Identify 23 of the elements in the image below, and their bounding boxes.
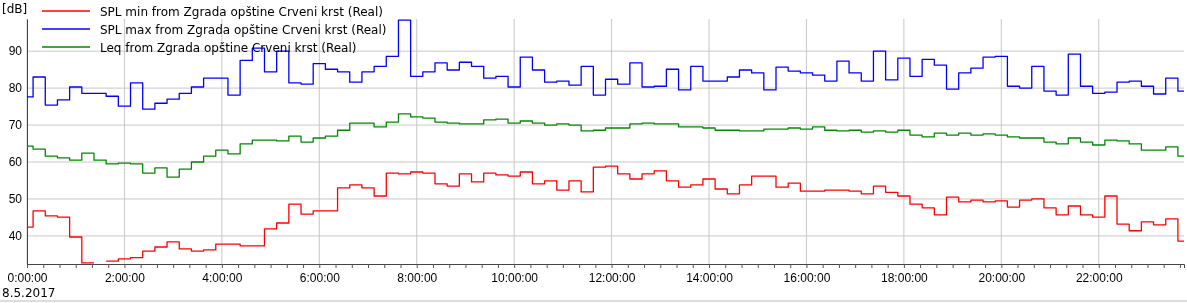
x-tick-label: 8:00:00 [397,270,438,285]
y-tick-label: 60 [8,155,23,170]
y-tick-label: 40 [8,229,23,244]
x-tick-label: 10:00:00 [491,270,539,285]
legend-label: Leq from Zgrada opštine Crveni krst (Real) [100,40,357,55]
x-tick-label: 12:00:00 [588,270,636,285]
y-tick-label: 80 [8,81,23,96]
x-tick-label: 0:00:00 [7,270,48,285]
x-tick-label: 4:00:00 [202,270,243,285]
x-tick-label: 2:00:00 [104,270,146,285]
y-axis-title: [dB] [2,2,28,16]
x-tick-label: 22:00:00 [1075,270,1123,285]
y-tick-label: 90 [8,44,23,59]
x-tick-label: 18:00:00 [881,270,929,285]
text: 8.5.2017 [2,286,56,300]
y-tick-label: 50 [8,192,23,207]
x-tick-label: 16:00:00 [783,270,831,285]
x-tick-label: 14:00:00 [686,270,734,285]
x-tick-label: 20:00:00 [978,270,1026,285]
y-tick-label: 70 [8,118,23,133]
legend-label: SPL max from Zgrada opštine Crveni krst (Real) [100,22,387,37]
x-tick-label: 6:00:00 [299,270,341,285]
legend-label: SPL min from Zgrada opštine Crveni krst (Real) [100,4,383,19]
